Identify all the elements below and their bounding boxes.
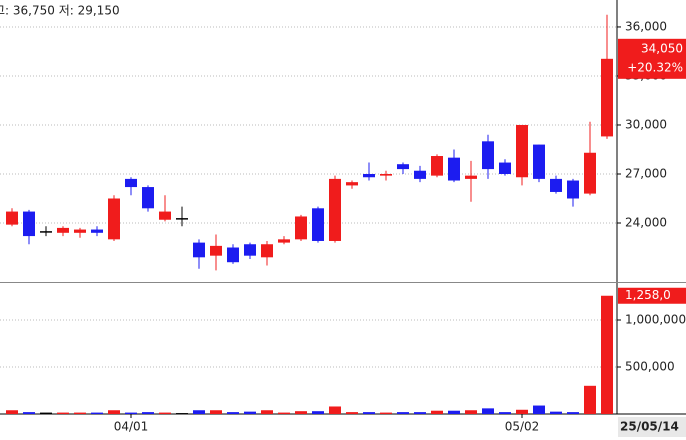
date-tag-label: 25/05/14 [620, 420, 679, 434]
volume-bar [533, 405, 545, 414]
candle-body [40, 231, 52, 233]
candle-body [329, 178, 341, 241]
volume-bar [312, 411, 324, 414]
candle-body [516, 124, 528, 178]
candle-body [295, 216, 307, 240]
volume-bar [142, 412, 154, 414]
candle-body [142, 187, 154, 209]
candle-body [57, 227, 69, 233]
candle-body [159, 211, 171, 220]
volume-bar [499, 412, 511, 414]
candle-body [414, 170, 426, 179]
volume-bar [227, 412, 239, 414]
volume-bar [23, 412, 35, 414]
volume-bar [397, 412, 409, 414]
candle-body [363, 173, 375, 178]
candle-body [431, 156, 443, 176]
candle-body [550, 178, 562, 192]
candle-body [465, 175, 477, 179]
volume-bar [91, 412, 103, 414]
candle-body [91, 229, 103, 233]
candle-body [23, 211, 35, 237]
price-tag-label: 34,050 [641, 41, 683, 55]
date-tag [618, 417, 686, 437]
volume-bar [431, 410, 443, 414]
volume-bar [295, 411, 307, 414]
price-tag [618, 38, 686, 79]
volume-bar [465, 410, 477, 414]
volume-bar [176, 413, 188, 414]
y-tick-label: 30,000 [625, 117, 667, 131]
candle-body [227, 247, 239, 263]
volume-bar [159, 412, 171, 414]
candle-body [397, 164, 409, 170]
volume-bar [329, 406, 341, 414]
candle-body [499, 162, 511, 174]
volume-bar [193, 410, 205, 414]
candle-body [584, 152, 596, 194]
candle-body [176, 218, 188, 220]
candle-body [312, 208, 324, 241]
volume-bar [567, 412, 579, 414]
y-tick-label: 500,000 [625, 360, 675, 374]
y-tick-label: 27,000 [625, 166, 667, 180]
volume-bar [74, 412, 86, 414]
candle-body [210, 245, 222, 256]
candle-body [448, 157, 460, 181]
volume-bar [108, 410, 120, 414]
x-tick-label: 05/02 [505, 420, 540, 434]
price-tag-change: +20.32% [627, 60, 683, 74]
volume-bar [125, 412, 137, 414]
candle-body [244, 244, 256, 256]
candle-body [601, 58, 613, 137]
y-tick-label: 1,000,000 [625, 313, 686, 327]
candle-body [380, 173, 392, 176]
volume-bar [601, 295, 613, 414]
volume-bar [448, 410, 460, 414]
candle-body [125, 178, 137, 188]
candle-body [533, 144, 545, 179]
candle-body [261, 244, 273, 258]
candle-body [278, 239, 290, 243]
volume-bar [414, 412, 426, 414]
candle-body [482, 141, 494, 170]
y-tick-label: 24,000 [625, 216, 667, 230]
volume-bar [210, 410, 222, 414]
volume-tag-label: 1,258,0 [625, 288, 671, 302]
candle-body [193, 242, 205, 258]
volume-bar [278, 412, 290, 414]
volume-bar [380, 412, 392, 414]
volume-bar [261, 410, 273, 414]
x-tick-label: 04/01 [114, 420, 149, 434]
volume-bar [40, 412, 52, 414]
volume-bar [550, 411, 562, 414]
volume-bar [363, 412, 375, 414]
volume-tag [618, 287, 686, 304]
candle-body [567, 180, 579, 199]
volume-bar [57, 412, 69, 414]
volume-bar [482, 408, 494, 414]
volume-bar [584, 385, 596, 414]
volume-bar [346, 412, 358, 414]
volume-bar [6, 410, 18, 414]
candle-body [6, 211, 18, 225]
candle-body [108, 198, 120, 240]
y-tick-label: 36,000 [625, 19, 667, 33]
volume-bar [244, 411, 256, 414]
candle-body [74, 229, 86, 233]
volume-bar [516, 409, 528, 414]
header-text: 고: 36,750 저: 29,150 [0, 4, 120, 18]
candle-body [346, 182, 358, 186]
